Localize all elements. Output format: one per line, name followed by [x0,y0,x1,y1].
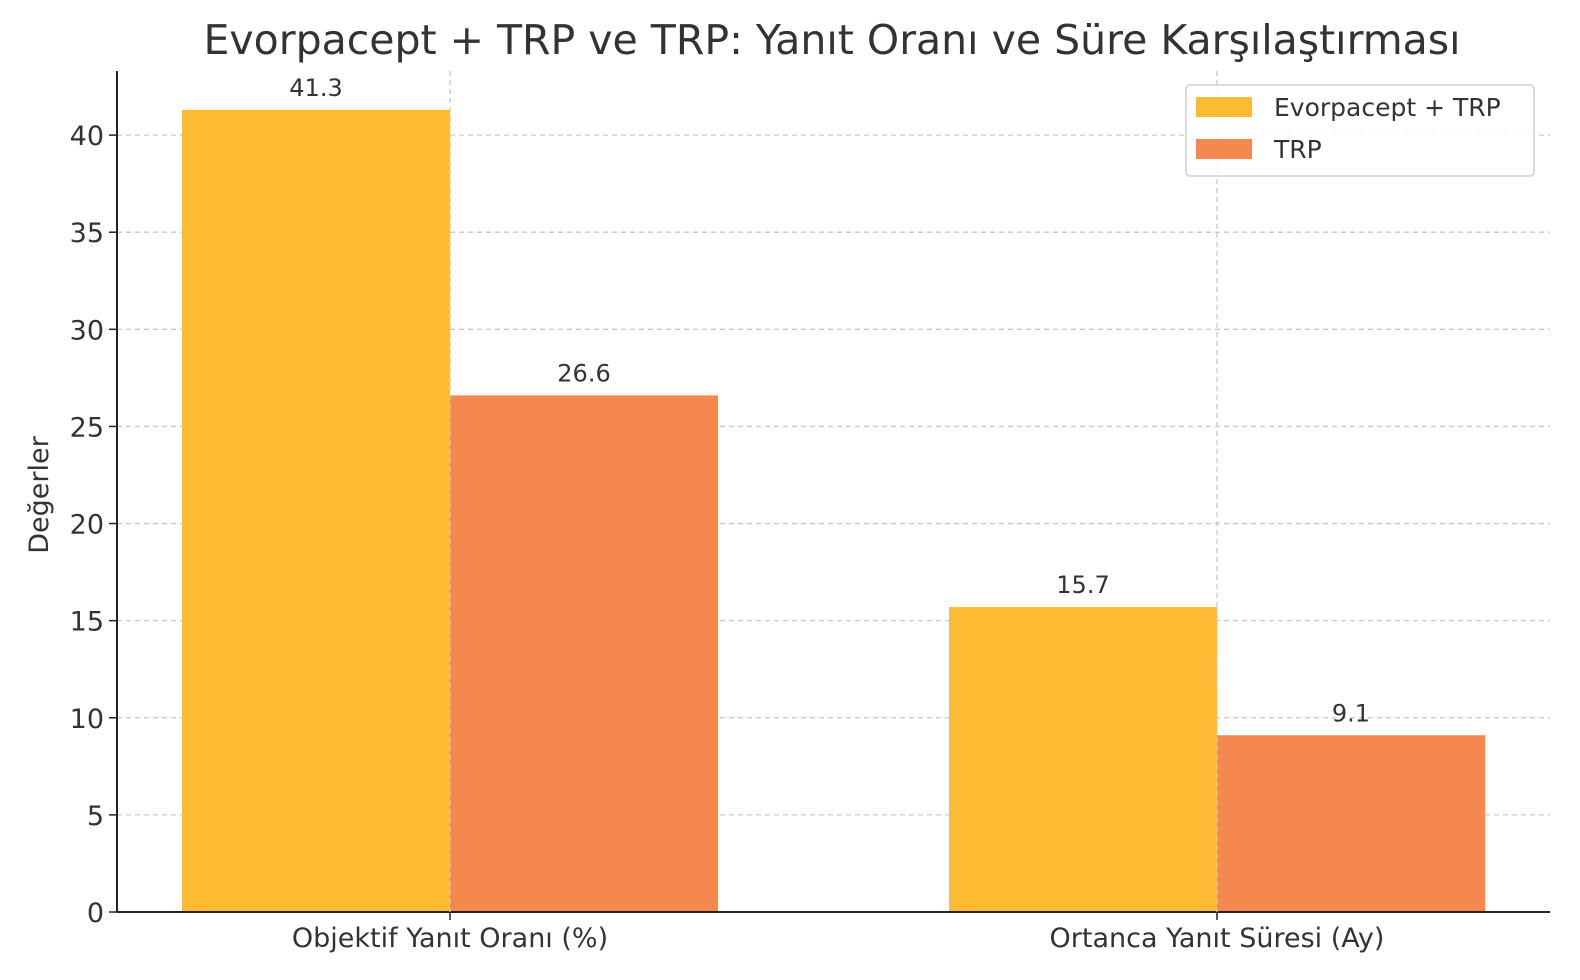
legend-box [1185,84,1535,177]
bars [182,109,1485,912]
value-labels: 41.3 15.7 26.6 9.1 [289,71,1370,912]
chart-title: Evorpacept + TRP ve TRP: Yanıt Oranı ve … [203,16,1460,64]
legend-swatch [1196,139,1252,159]
y-axis-label: Değerler [24,435,55,553]
bar-series-1-2 [949,607,1217,912]
bar-value-label: 15.7 [1056,571,1109,599]
bar-value-label: 41.3 [289,74,342,102]
y-tick-label: 15 [70,607,104,638]
legend: Evorpacept + TRP TRP [1185,84,1535,177]
y-tick-label: 25 [70,412,104,443]
axes: 0 5 10 15 20 25 30 35 40 Objektif Yanıt Oranı (%)… [70,71,1550,954]
bar-value-label: 26.6 [557,359,610,387]
legend-label: Evorpacept + TRP [1274,93,1501,122]
legend-label: TRP [1273,135,1322,164]
bar-series-2-1 [450,395,718,912]
bar-series-2-2 [1217,735,1485,912]
y-tick-label: 20 [70,510,104,541]
y-tick-label: 10 [70,704,104,735]
y-tick-label: 40 [70,121,104,152]
bar-value-label: 9.1 [1332,699,1370,727]
legend-swatch [1196,97,1252,117]
x-tick-label: Objektif Yanıt Oranı (%) [292,923,608,954]
y-tick-label: 0 [87,898,104,929]
y-tick-label: 30 [70,315,104,346]
x-tick-label: Ortanca Yanıt Süresi (Ay) [1050,923,1385,954]
bar-series-1-1 [182,109,450,912]
y-tick-label: 5 [87,801,104,832]
y-tick-label: 35 [70,218,104,249]
